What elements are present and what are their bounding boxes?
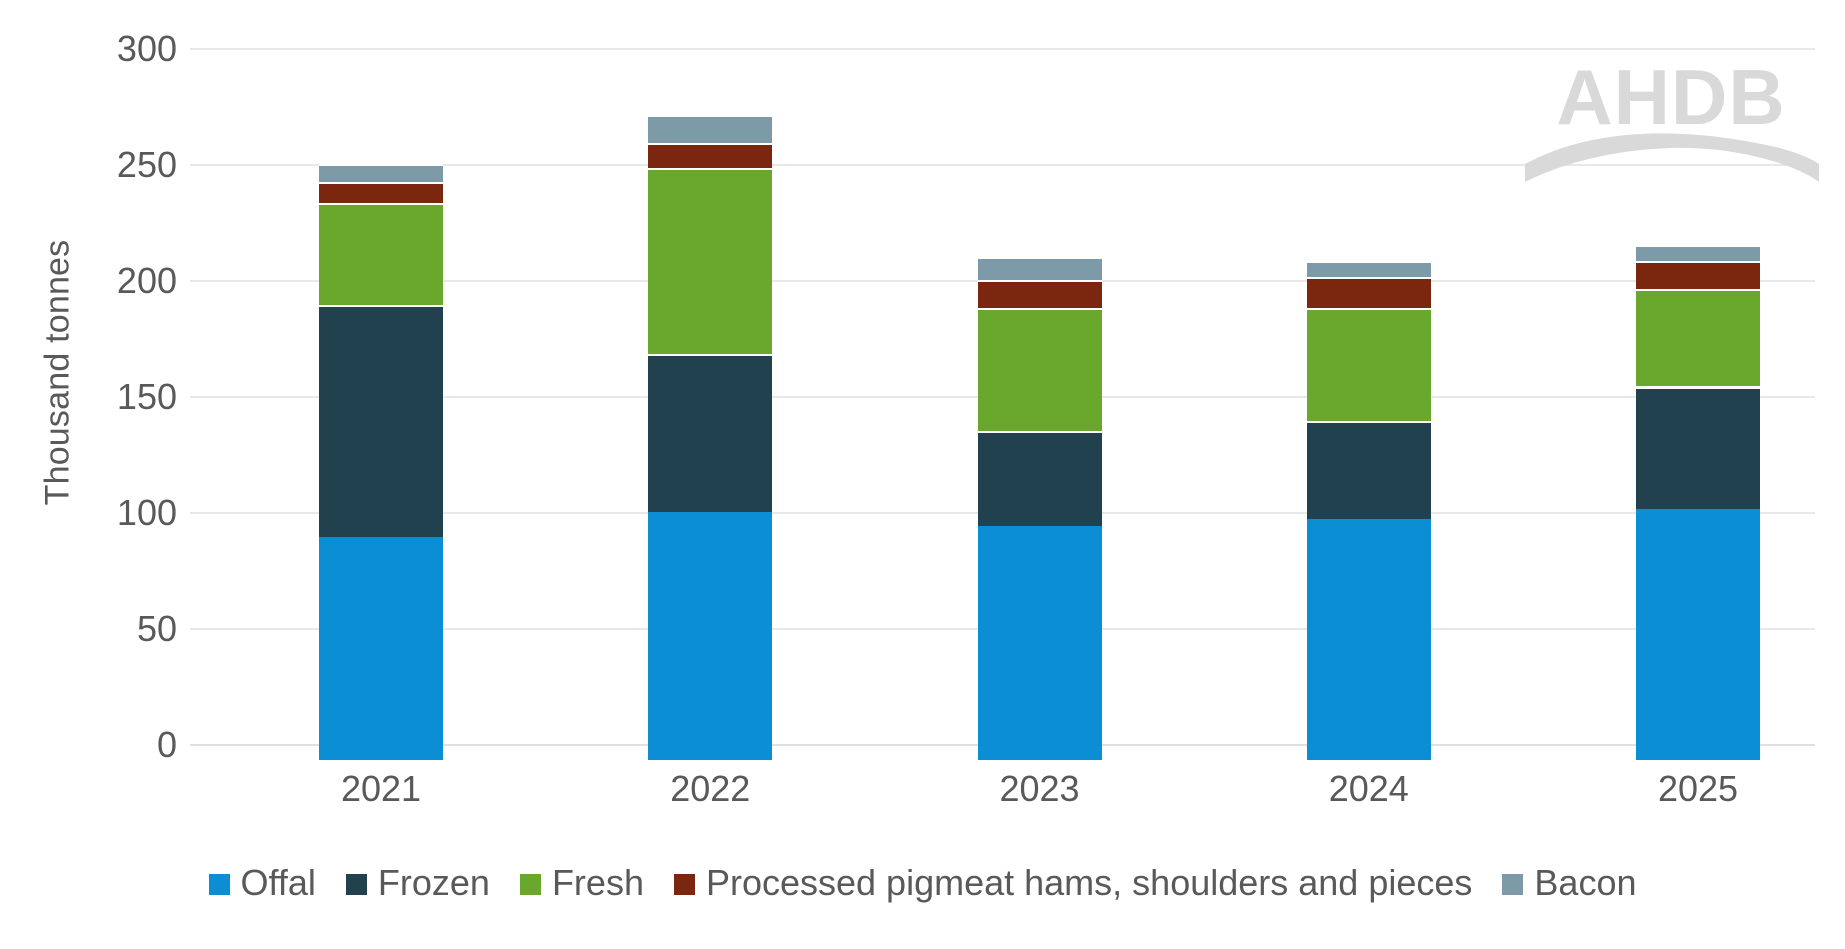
legend-item-processed[interactable]: Processed pigmeat hams, shoulders and pi… bbox=[673, 862, 1473, 904]
legend-label: Offal bbox=[240, 862, 316, 903]
y-tick-label-100: 100 bbox=[116, 492, 177, 533]
y-tick-label-50: 50 bbox=[136, 608, 177, 649]
bar-segment-2021-bacon[interactable] bbox=[319, 163, 443, 183]
x-tick-label-2021: 2021 bbox=[340, 768, 422, 809]
x-tick-label-2022: 2022 bbox=[670, 768, 751, 809]
legend-swatch-icon-frozen bbox=[345, 873, 367, 895]
bar-segment-2021-offal[interactable] bbox=[319, 537, 443, 760]
bar-segment-2024-frozen[interactable] bbox=[1306, 421, 1431, 519]
bar-segment-2023-frozen[interactable] bbox=[977, 430, 1102, 526]
legend-item-offal[interactable]: Offal bbox=[208, 862, 316, 904]
y-tick-label-300: 300 bbox=[116, 28, 177, 69]
gridline-300 bbox=[190, 48, 1815, 50]
bar-segment-2021-frozen[interactable] bbox=[319, 305, 443, 538]
bar-group-2023[interactable] bbox=[977, 15, 1102, 760]
bar-segment-2024-bacon[interactable] bbox=[1306, 261, 1431, 278]
bar-segment-2025-bacon[interactable] bbox=[1636, 244, 1760, 262]
bar-segment-2022-bacon[interactable] bbox=[648, 115, 773, 143]
bar-segment-2023-offal[interactable] bbox=[977, 525, 1102, 760]
legend-item-frozen[interactable]: Frozen bbox=[345, 862, 490, 904]
legend-swatch-icon-offal bbox=[208, 873, 230, 895]
bar-segment-2021-fresh[interactable] bbox=[319, 203, 443, 306]
bar-segment-2022-fresh[interactable] bbox=[648, 168, 773, 354]
bar-segment-2025-frozen[interactable] bbox=[1636, 386, 1760, 510]
bar-segment-2021-processed[interactable] bbox=[319, 182, 443, 204]
x-tick-label-2023: 2023 bbox=[999, 768, 1080, 809]
bar-group-2025[interactable] bbox=[1636, 15, 1760, 760]
legend-label: Bacon bbox=[1534, 862, 1637, 903]
legend-label: Frozen bbox=[377, 862, 490, 903]
bar-segment-2024-fresh[interactable] bbox=[1306, 307, 1431, 422]
bar-group-2022[interactable] bbox=[648, 15, 773, 760]
bar-segment-2025-fresh[interactable] bbox=[1636, 289, 1760, 387]
chart-legend: Offal Frozen Fresh Processed pigmeat hams, … bbox=[0, 862, 1845, 904]
y-tick-label-250: 250 bbox=[116, 144, 177, 185]
bar-segment-2022-processed[interactable] bbox=[648, 142, 773, 169]
y-tick-label-0: 0 bbox=[156, 724, 177, 765]
bar-segment-2023-processed[interactable] bbox=[977, 279, 1102, 308]
bar-segment-2025-processed[interactable] bbox=[1636, 261, 1760, 290]
legend-item-bacon[interactable]: Bacon bbox=[1502, 862, 1636, 904]
legend-label: Fresh bbox=[551, 862, 644, 903]
legend-swatch-icon-processed bbox=[673, 873, 695, 895]
bar-segment-2022-frozen[interactable] bbox=[648, 354, 773, 512]
legend-swatch-icon-bacon bbox=[1502, 873, 1524, 895]
x-tick-label-2024: 2024 bbox=[1328, 768, 1409, 809]
legend-item-fresh[interactable]: Fresh bbox=[519, 862, 644, 904]
plot-area: 300 250 200 150 100 50 0 2021 2022 2023 2024 2025 bbox=[117, 0, 1815, 809]
bar-segment-2025-offal[interactable] bbox=[1636, 509, 1760, 760]
legend-label: Processed pigmeat hams, shoulders and pi… bbox=[705, 862, 1473, 903]
bar-group-2024[interactable] bbox=[1306, 15, 1431, 760]
y-tick-label-150: 150 bbox=[116, 376, 177, 417]
legend-swatch-icon-fresh bbox=[519, 873, 541, 895]
bar-segment-2023-fresh[interactable] bbox=[977, 307, 1102, 431]
bar-segment-2024-processed[interactable] bbox=[1306, 277, 1431, 308]
bar-segment-2022-offal[interactable] bbox=[648, 511, 773, 760]
y-tick-label-200: 200 bbox=[116, 260, 177, 301]
gridline-250 bbox=[190, 164, 1815, 166]
bar-group-2021[interactable] bbox=[319, 15, 443, 760]
x-tick-label-2025: 2025 bbox=[1657, 768, 1739, 809]
bar-segment-2024-offal[interactable] bbox=[1306, 518, 1431, 760]
bar-segment-2023-bacon[interactable] bbox=[977, 256, 1102, 280]
